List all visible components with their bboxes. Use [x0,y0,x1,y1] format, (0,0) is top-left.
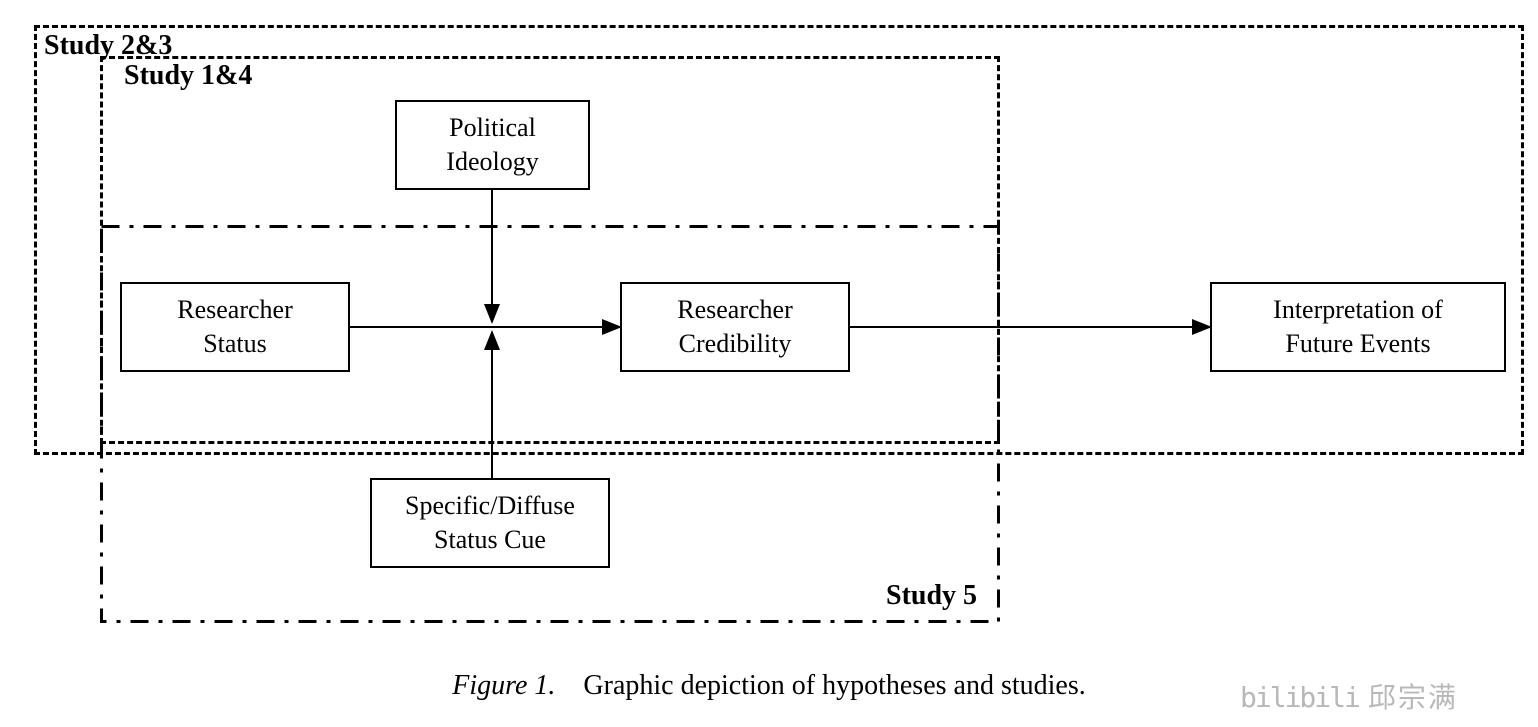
node-researcher-status: Researcher Status [120,282,350,372]
figure-caption: Figure 1. Graphic depiction of hypothese… [300,670,1238,702]
watermark-prefix: bilibili [1240,681,1359,714]
node-status-cue: Specific/Diffuse Status Cue [370,478,610,568]
figure-label: Figure 1. [452,670,555,701]
node-political-ideology: Political Ideology [395,100,590,190]
label-study5: Study 5 [882,580,981,612]
watermark-text: 邱宗满 [1368,683,1458,714]
figure-caption-text: Graphic depiction of hypotheses and stud… [583,670,1085,701]
label-study14: Study 1&4 [120,60,256,92]
watermark: bilibili 邱宗满 [1240,676,1458,716]
diagram-container: Study 2&3 Study 1&4 Study 5 Researcher S… [0,0,1538,727]
node-researcher-credibility: Researcher Credibility [620,282,850,372]
node-interpretation: Interpretation of Future Events [1210,282,1506,372]
